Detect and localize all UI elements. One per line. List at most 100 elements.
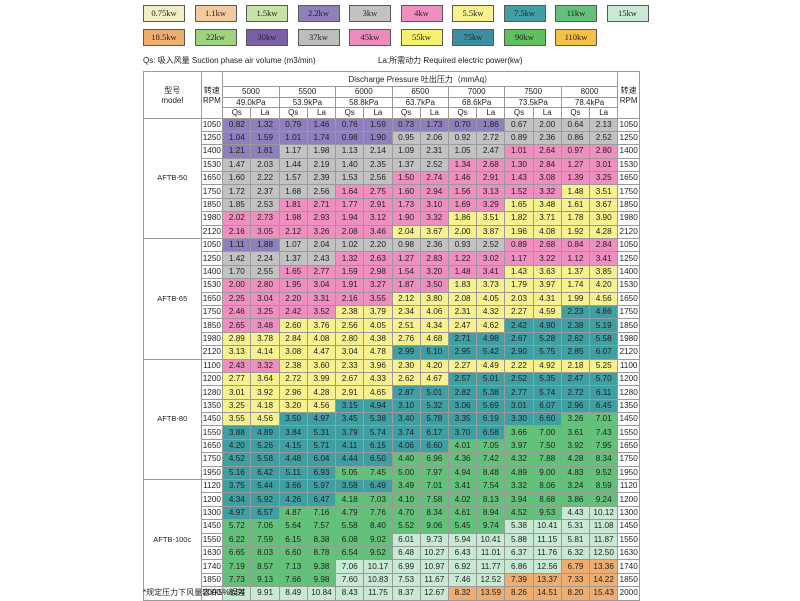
qs-value: 2.18 <box>560 358 591 373</box>
rpm-value-right: 1650 <box>617 171 640 186</box>
qs-value: 8.54 <box>222 586 252 601</box>
la-value: 12.50 <box>589 545 619 561</box>
la-value: 4.97 <box>306 412 337 427</box>
la-value: 1.74 <box>306 130 337 146</box>
qs-value: 4.87 <box>278 505 308 521</box>
rpm-value-right: 1400 <box>617 144 640 159</box>
qs-value: 2.08 <box>447 291 478 306</box>
la-column-header: La <box>532 107 562 119</box>
qs-value: 2.22 <box>504 358 534 373</box>
legend-chip: 15kw <box>606 5 649 22</box>
qs-value: 0.93 <box>447 238 478 253</box>
legend-chip: 11kw <box>555 5 597 22</box>
la-value: 3.20 <box>419 264 449 280</box>
la-value: 7.06 <box>250 519 280 534</box>
qs-value: 2.67 <box>335 371 365 387</box>
la-value: 11.08 <box>589 519 619 534</box>
rpm-value: 1550 <box>200 425 224 440</box>
qs-value: 2.16 <box>335 291 365 306</box>
la-value: 3.78 <box>250 331 280 347</box>
qs-value: 1.90 <box>391 211 421 226</box>
rpm-value: 2120 <box>200 224 224 240</box>
la-value: 3.29 <box>476 197 506 213</box>
rpm-value-right: 1530 <box>617 278 640 293</box>
la-value: 3.71 <box>532 211 562 226</box>
qs-value: 2.56 <box>335 318 365 333</box>
qs-value: 2.77 <box>504 385 534 400</box>
pressure-kpa-header: 73.5kPa <box>504 96 562 108</box>
rpm-value: 1980 <box>200 211 224 226</box>
rpm-header-en: RPM <box>619 95 638 105</box>
legend-chip: 22kw <box>194 29 237 46</box>
table-row: 1530 1.47 2.03 1.44 2.19 1.40 2.35 1.37 2.52 1.34… <box>144 157 640 173</box>
la-value: 11.77 <box>476 559 506 574</box>
la-value: 2.84 <box>532 157 562 173</box>
la-column-header: La <box>419 107 449 119</box>
qs-value: 5.72 <box>222 519 252 534</box>
qs-value: 3.08 <box>278 345 308 360</box>
rpm-value-right: 1050 <box>617 117 640 132</box>
rpm-value: 1350 <box>200 398 224 414</box>
la-value: 2.36 <box>532 130 562 146</box>
qs-value: 6.43 <box>447 545 478 561</box>
la-value: 4.18 <box>250 398 280 414</box>
la-value: 15.43 <box>589 586 619 601</box>
la-value: 8.40 <box>363 519 393 534</box>
la-value: 6.93 <box>306 465 337 481</box>
qs-value: 3.40 <box>391 412 421 427</box>
la-value: 13.59 <box>476 586 506 601</box>
la-value: 5.35 <box>532 371 562 387</box>
rpm-value-right: 1850 <box>617 197 640 213</box>
table-row: AFTB-50 1050 0.82 1.32 0.79 1.46 0.76 1.59 0.73 1… <box>143 117 640 240</box>
qs-value: 1.01 <box>504 144 534 159</box>
qs-value: 6.15 <box>278 532 308 548</box>
la-value: 2.37 <box>250 184 280 199</box>
la-value: 11.67 <box>419 572 449 588</box>
qs-value: 1.85 <box>222 197 252 213</box>
la-value: 6.04 <box>306 452 337 467</box>
la-value: 4.86 <box>589 304 619 320</box>
qs-value: 0.67 <box>504 117 534 132</box>
la-value: 2.55 <box>250 264 280 280</box>
qs-value: 2.57 <box>447 371 478 387</box>
qs-value: 0.64 <box>560 117 591 132</box>
la-value: 9.98 <box>306 572 337 588</box>
la-value: 8.94 <box>476 505 506 521</box>
la-value: 9.73 <box>419 532 449 548</box>
qs-value: 6.08 <box>335 532 365 548</box>
la-value: 7.88 <box>532 452 562 467</box>
qs-value: 2.30 <box>391 358 421 373</box>
performance-table: 型号 model 转速 RPM Discharge Pressure 吐出压力（mmAq… <box>143 71 640 601</box>
qs-value: 2.08 <box>335 224 365 240</box>
la-value: 5.01 <box>476 371 506 387</box>
qs-value: 2.34 <box>391 304 421 320</box>
la-value: 3.63 <box>532 264 562 280</box>
rpm-value-right: 1850 <box>617 318 640 333</box>
la-value: 5.74 <box>532 385 562 400</box>
la-value: 3.31 <box>306 291 337 306</box>
rpm-value-right: 1980 <box>617 211 640 226</box>
qs-value: 2.00 <box>447 224 478 240</box>
la-value: 12.56 <box>532 559 562 574</box>
la-value: 5.26 <box>250 438 280 454</box>
la-value: 2.19 <box>306 157 337 173</box>
qs-value: 6.32 <box>560 545 591 561</box>
la-value: 7.03 <box>363 492 393 507</box>
la-value: 8.78 <box>306 545 337 561</box>
table-row: 1550 6.22 7.59 6.15 8.38 6.08 9.02 6.01 9.73 5.94… <box>144 532 640 548</box>
table-row: 1450 5.72 7.06 5.64 7.57 5.58 8.40 5.52 9.06 5.45… <box>144 519 640 534</box>
la-value: 1.98 <box>306 144 337 159</box>
la-value: 13.37 <box>532 572 562 588</box>
la-value: 5.58 <box>589 331 619 347</box>
la-value: 7.50 <box>532 438 562 454</box>
qs-value: 1.43 <box>504 171 534 186</box>
table-row: 1400 1.70 2.55 1.65 2.77 1.59 2.98 1.54 3.20 1.48… <box>144 264 640 280</box>
model-name: AFTB-65 <box>143 238 202 360</box>
la-value: 8.59 <box>589 479 619 494</box>
qs-value: 5.81 <box>560 532 591 548</box>
la-value: 4.67 <box>419 371 449 387</box>
qs-column-header: Qs <box>335 107 365 119</box>
rpm-value-right: 1280 <box>617 385 640 400</box>
qs-column-header: Qs <box>560 107 591 119</box>
la-value: 3.13 <box>476 184 506 199</box>
